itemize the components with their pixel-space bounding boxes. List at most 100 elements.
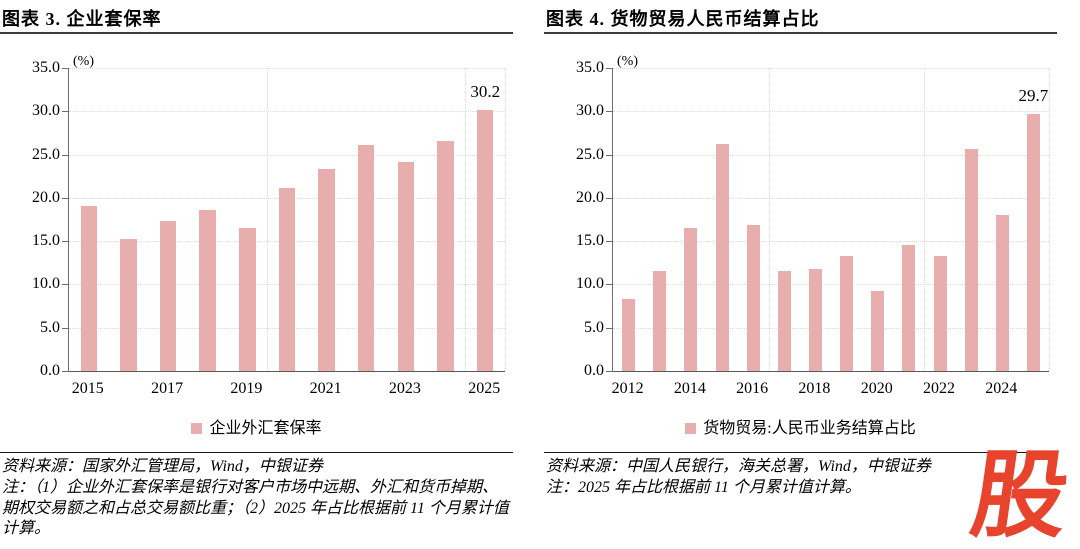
bar [159,221,177,371]
note-text: 注：2025 年占比根据前 11 个月累计值计算。 [546,479,861,496]
y-tick-label: 20.0 [32,188,60,206]
y-tick-label: 25.0 [576,145,604,163]
x-tick-label: 2022 [923,380,955,397]
figure-4: 图表 4. 货物贸易人民币结算占比 29.7 0.0 5.0 10.0 15.0 20.0… [544,0,1074,549]
gridline [613,241,1049,243]
bar [476,109,494,371]
x-tick-label: 2020 [860,380,893,397]
gridline-vertical [267,68,269,371]
note-text: 注：（1）企业外汇套保率是银行对客户市场中远期、外汇和货币掉期、期权交易额之和占… [2,479,509,537]
y-axis-tick [62,154,68,156]
gridline [69,68,505,69]
y-axis-tick [62,241,68,243]
y-axis-tick [606,327,612,329]
gridline-vertical [924,68,926,371]
legend-label: 货物贸易:人民币业务结算占比 [703,420,916,437]
plot-area: 30.2 [62,68,506,372]
x-tick-label: 2024 [985,380,1018,397]
legend-swatch [191,423,203,434]
x-tick-label: 2021 [309,380,342,397]
bar [120,238,137,371]
bar [80,205,98,371]
y-tick-label: 35.0 [32,59,60,76]
y-tick-label: 25.0 [32,145,60,163]
x-tick-label: 2025 [468,380,501,397]
x-tick-label: 2016 [736,380,769,397]
bar [278,188,296,371]
hedging-rate-chart: 30.2 0.0 5.0 10.0 15.0 20.0 25.0 30.0 35.0 2015 20… [0,54,530,407]
y-axis-tick [62,327,68,329]
y-axis-tick [606,371,612,372]
bar [397,162,415,371]
x-tick-label: 2015 [71,380,104,397]
gridline-vertical [1049,68,1050,371]
gridline [69,154,505,156]
y-axis-tick [606,284,612,286]
gridline [613,111,1049,113]
bar [902,244,916,371]
source-text: 资料来源：国家外汇管理局，Wind，中银证券 [2,458,323,475]
figure-3: 图表 3. 企业套保率 30.2 0.0 5.0 10.0 15.0 20.0 25.0 30… [0,0,530,549]
y-axis-tick [62,111,68,113]
gridline [613,284,1049,286]
bar [653,270,667,371]
y-tick-label: 0.0 [584,362,604,379]
bar [871,291,885,371]
footer-rule [544,452,1057,453]
y-tick-label: 30.0 [576,102,604,120]
gridline-vertical [465,68,467,371]
gridline [613,68,1049,69]
bar [1026,113,1040,371]
y-tick-label: 0.0 [40,362,60,379]
bar [964,149,978,371]
title-rule [0,32,513,34]
bar-value-label: 30.2 [470,81,501,101]
footer-rule [0,452,513,453]
figure-4-title: 图表 4. 货物贸易人民币结算占比 [546,9,820,29]
bar [746,224,760,371]
y-tick-label: 5.0 [40,318,60,336]
y-tick-label: 20.0 [576,188,604,206]
plot-area: 29.7 [606,68,1050,372]
y-axis-tick [606,111,612,113]
bar [199,210,216,371]
y-tick-label: 35.0 [576,59,604,76]
y-axis-tick [62,371,68,372]
x-tick-label: 2012 [611,380,644,397]
legend-label: 企业外汇套保率 [209,420,322,437]
y-axis-tick [62,68,68,69]
y-tick-label: 30.0 [32,102,60,120]
title-rule [544,32,1057,34]
bar [239,228,256,371]
bar [622,299,636,371]
legend-swatch [685,423,697,434]
gridline [613,327,1049,329]
y-tick-label: 15.0 [576,232,604,250]
gridline [613,197,1049,199]
source-text: 资料来源：中国人民银行，海关总署，Wind，中银证券 [546,458,931,475]
x-tick-label: 2017 [151,380,184,397]
bar [933,255,947,371]
y-tick-label: 5.0 [584,318,604,336]
brand-logo-gu: 股 [965,443,1075,549]
rmb-settlement-chart: 29.7 0.0 5.0 10.0 15.0 20.0 25.0 30.0 35.0 2012 20… [544,54,1074,407]
y-axis-tick [62,197,68,199]
y-tick-label: 10.0 [576,275,604,293]
x-tick-label: 2014 [673,380,706,397]
chart-legend: 货物贸易:人民币业务结算占比 [544,414,1057,438]
axis-unit-label: (%) [73,54,94,69]
bar [318,169,335,371]
bar [357,145,375,371]
x-tick-label: 2019 [230,380,263,397]
chart-legend: 企业外汇套保率 [0,414,513,438]
y-axis-tick [606,154,612,156]
bar [808,268,822,371]
bar [995,215,1009,371]
y-axis-tick [606,197,612,199]
bar [684,228,698,371]
y-tick-label: 15.0 [32,232,60,250]
y-tick-label: 10.0 [32,275,60,293]
bar-value-label: 29.7 [1018,85,1049,105]
y-axis-tick [606,68,612,69]
